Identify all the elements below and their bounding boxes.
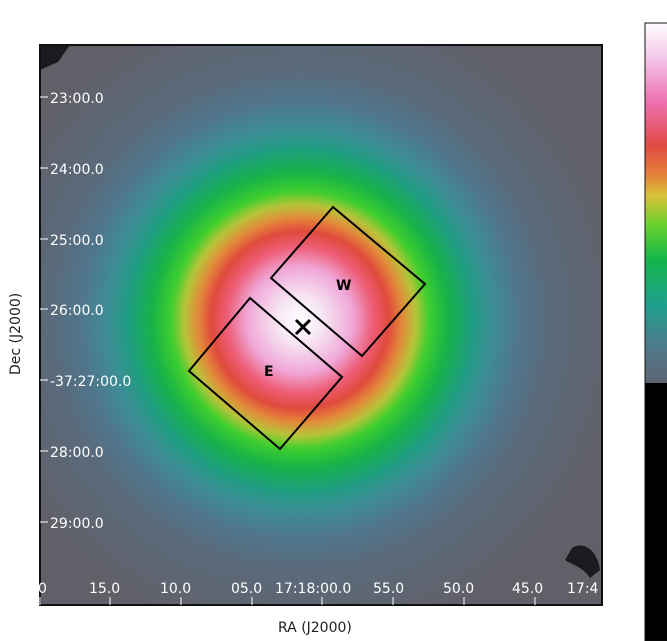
ra-tick-label: 17:18:00.0 bbox=[275, 581, 351, 597]
ra-tick-label: 55.0 bbox=[373, 581, 404, 597]
y-axis-label: Dec (J2000) bbox=[8, 293, 24, 375]
region-w-label: W bbox=[336, 278, 351, 294]
dec-tick-label: -37:27:00.0 bbox=[50, 374, 131, 390]
dec-tick-label: 24:00.0 bbox=[50, 162, 104, 178]
ra-tick-label: 15.0 bbox=[89, 581, 120, 597]
ra-tick-label: 45.0 bbox=[512, 581, 543, 597]
center-cross-marker bbox=[294, 318, 312, 336]
ra-tick-label: 10.0 bbox=[160, 581, 191, 597]
dec-tick-label: 29:00.0 bbox=[50, 516, 104, 532]
region-e: E bbox=[187, 296, 344, 451]
dec-tick-label: 26:00.0 bbox=[50, 303, 104, 319]
ra-tick-label: 0 bbox=[38, 581, 47, 597]
ra-tick-label: 50.0 bbox=[443, 581, 474, 597]
sky-image bbox=[40, 45, 602, 605]
dec-ticks: 23:00.0 24:00.0 25:00.0 26:00.0 -37:27:0… bbox=[50, 91, 131, 532]
ra-ticks: 0 15.0 10.0 05.0 17:18:00.0 55.0 50.0 45… bbox=[38, 581, 599, 597]
colorbar bbox=[644, 22, 667, 641]
ra-tick-label: 05.0 bbox=[231, 581, 262, 597]
dec-tick-label: 23:00.0 bbox=[50, 91, 104, 107]
x-axis-label: RA (J2000) bbox=[278, 620, 352, 636]
ra-tick-label: 17:4 bbox=[567, 581, 599, 597]
region-w: W bbox=[269, 205, 427, 358]
dec-tick-label: 25:00.0 bbox=[50, 233, 104, 249]
dec-tick-label: 28:00.0 bbox=[50, 445, 104, 461]
frame-tick-marks bbox=[39, 96, 536, 605]
region-e-label: E bbox=[264, 364, 274, 380]
